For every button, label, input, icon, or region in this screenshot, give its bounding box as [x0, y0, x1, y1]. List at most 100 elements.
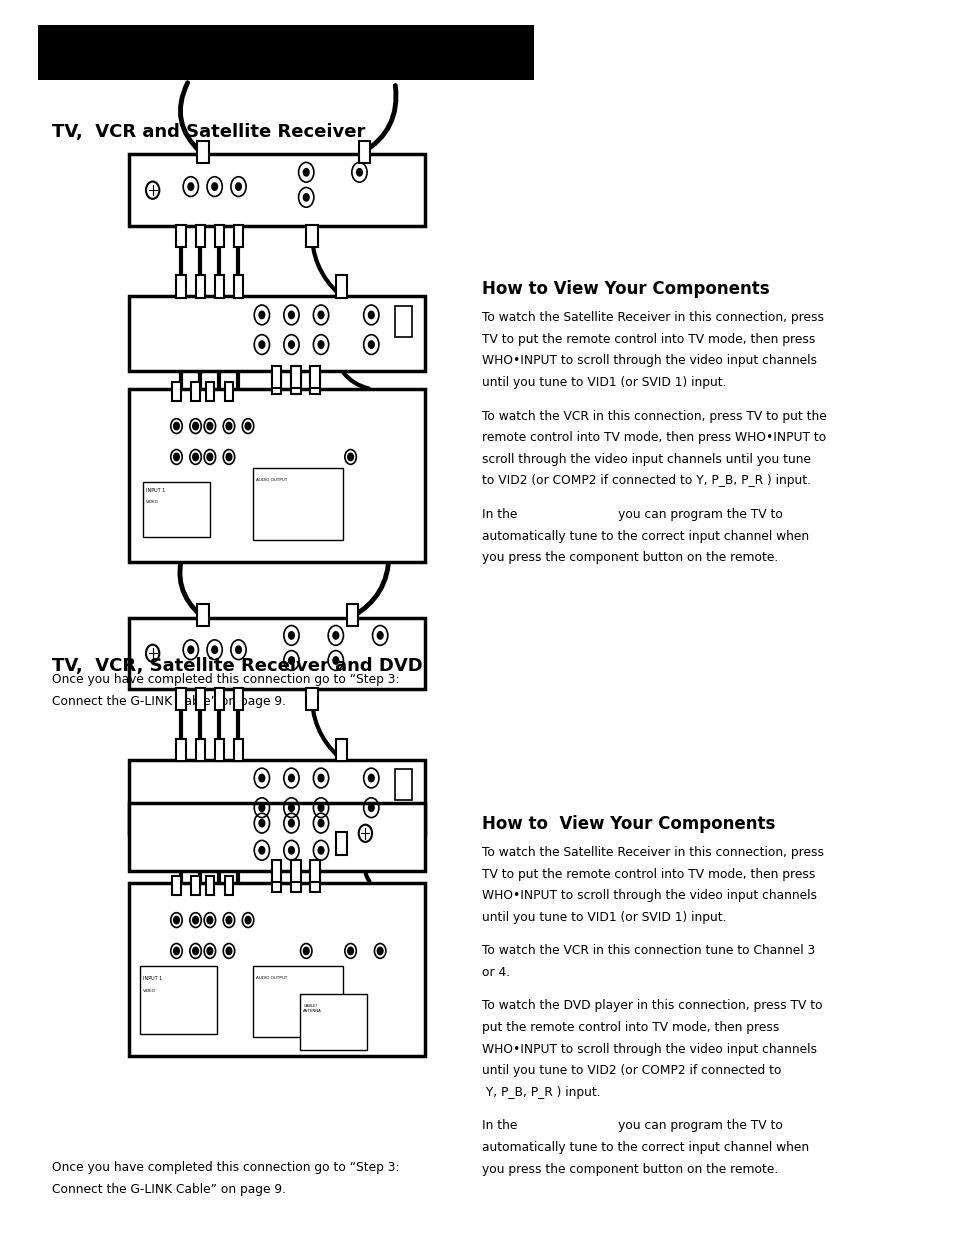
Circle shape	[288, 774, 294, 782]
Circle shape	[258, 820, 265, 827]
Circle shape	[368, 804, 374, 811]
Text: CABLE/
ANTENNA: CABLE/ ANTENNA	[303, 1004, 322, 1013]
Text: WHO•INPUT to scroll through the video input channels: WHO•INPUT to scroll through the video in…	[481, 354, 816, 368]
Bar	[310, 366, 319, 388]
Bar	[306, 225, 317, 247]
Circle shape	[303, 947, 309, 955]
Circle shape	[188, 183, 193, 190]
Circle shape	[245, 422, 251, 430]
Bar	[291, 860, 300, 882]
Bar	[233, 688, 243, 710]
Circle shape	[207, 947, 213, 955]
Bar	[291, 372, 300, 394]
Circle shape	[303, 194, 309, 201]
Bar	[172, 382, 181, 400]
Text: In the                          you can program the TV to: In the you can program the TV to	[481, 1119, 781, 1132]
Bar	[214, 739, 224, 761]
Circle shape	[288, 341, 294, 348]
Circle shape	[333, 657, 338, 664]
Text: until you tune to VID1 (or SVID 1) input.: until you tune to VID1 (or SVID 1) input…	[481, 911, 725, 924]
Bar	[291, 366, 300, 388]
Circle shape	[368, 311, 374, 319]
Bar	[272, 366, 281, 388]
Circle shape	[193, 453, 198, 461]
Text: Once you have completed this connection go to “Step 3:: Once you have completed this connection …	[52, 1161, 399, 1174]
Bar	[195, 225, 205, 247]
Bar	[214, 225, 224, 247]
Bar	[197, 604, 209, 626]
Circle shape	[288, 311, 294, 319]
Text: To watch the DVD player in this connection, press TV to: To watch the DVD player in this connecti…	[481, 999, 821, 1013]
Circle shape	[347, 947, 353, 955]
Bar	[253, 468, 343, 540]
Bar	[233, 739, 243, 761]
Text: Once you have completed this connection go to “Step 3:: Once you have completed this connection …	[52, 673, 399, 687]
Text: automatically tune to the correct input channel when: automatically tune to the correct input …	[481, 1141, 808, 1153]
Circle shape	[356, 169, 362, 175]
Bar	[335, 739, 347, 761]
Circle shape	[207, 422, 213, 430]
Text: To watch the Satellite Receiver in this connection, press: To watch the Satellite Receiver in this …	[481, 311, 822, 325]
Text: TV to put the remote control into TV mode, then press: TV to put the remote control into TV mod…	[481, 332, 814, 346]
Bar	[129, 389, 424, 562]
Circle shape	[212, 183, 217, 190]
Text: you press the component button on the remote.: you press the component button on the re…	[481, 1162, 778, 1176]
Circle shape	[258, 804, 265, 811]
Text: AUDIO OUTPUT: AUDIO OUTPUT	[255, 976, 287, 979]
Circle shape	[173, 422, 179, 430]
Bar	[272, 860, 281, 882]
Circle shape	[173, 916, 179, 924]
Circle shape	[173, 453, 179, 461]
Text: WHO•INPUT to scroll through the video input channels: WHO•INPUT to scroll through the video in…	[481, 1042, 816, 1056]
Bar	[129, 296, 424, 370]
Circle shape	[226, 916, 232, 924]
Circle shape	[317, 820, 324, 827]
Circle shape	[207, 453, 213, 461]
Circle shape	[317, 804, 324, 811]
Bar	[310, 372, 319, 394]
Text: INPUT 1: INPUT 1	[146, 488, 165, 493]
Circle shape	[368, 774, 374, 782]
Bar	[197, 141, 209, 163]
Bar	[395, 769, 412, 800]
Text: until you tune to VID2 (or COMP2 if connected to: until you tune to VID2 (or COMP2 if conn…	[481, 1065, 781, 1077]
Bar	[335, 832, 347, 855]
Bar	[395, 306, 412, 337]
Bar	[306, 688, 317, 710]
Bar	[38, 25, 534, 80]
Text: automatically tune to the correct input channel when: automatically tune to the correct input …	[481, 530, 808, 542]
Bar	[191, 382, 200, 400]
Bar	[129, 883, 424, 1056]
Text: To watch the VCR in this connection, press TV to put the: To watch the VCR in this connection, pre…	[481, 410, 825, 422]
Circle shape	[193, 916, 198, 924]
Bar	[195, 275, 205, 298]
Bar	[346, 604, 358, 626]
Text: TV to put the remote control into TV mode, then press: TV to put the remote control into TV mod…	[481, 867, 814, 881]
Text: To watch the Satellite Receiver in this connection, press: To watch the Satellite Receiver in this …	[481, 846, 822, 860]
Bar	[272, 869, 281, 892]
Circle shape	[258, 847, 265, 855]
Circle shape	[226, 947, 232, 955]
Circle shape	[288, 847, 294, 855]
Text: Y, P_B, P_R ) input.: Y, P_B, P_R ) input.	[481, 1086, 599, 1099]
Bar	[143, 482, 210, 537]
Circle shape	[226, 422, 232, 430]
Text: scroll through the video input channels until you tune: scroll through the video input channels …	[481, 453, 810, 466]
Text: VIDEO: VIDEO	[146, 500, 159, 504]
Bar	[310, 860, 319, 882]
Bar	[206, 877, 213, 894]
Circle shape	[193, 947, 198, 955]
Bar	[214, 688, 224, 710]
Circle shape	[288, 657, 294, 664]
Text: remote control into TV mode, then press WHO•INPUT to: remote control into TV mode, then press …	[481, 431, 825, 445]
Text: to VID2 (or COMP2 if connected to Y, P_B, P_R ) input.: to VID2 (or COMP2 if connected to Y, P_B…	[481, 474, 810, 488]
Text: Connect the G-LINK Cable” on page 9.: Connect the G-LINK Cable” on page 9.	[52, 694, 286, 708]
Text: INPUT 1: INPUT 1	[143, 976, 162, 981]
Circle shape	[235, 646, 241, 653]
Bar	[233, 225, 243, 247]
Bar	[195, 688, 205, 710]
Bar	[129, 154, 424, 226]
Text: TV,  VCR and Satellite Receiver: TV, VCR and Satellite Receiver	[52, 124, 365, 142]
Bar	[140, 966, 216, 1034]
Circle shape	[193, 422, 198, 430]
